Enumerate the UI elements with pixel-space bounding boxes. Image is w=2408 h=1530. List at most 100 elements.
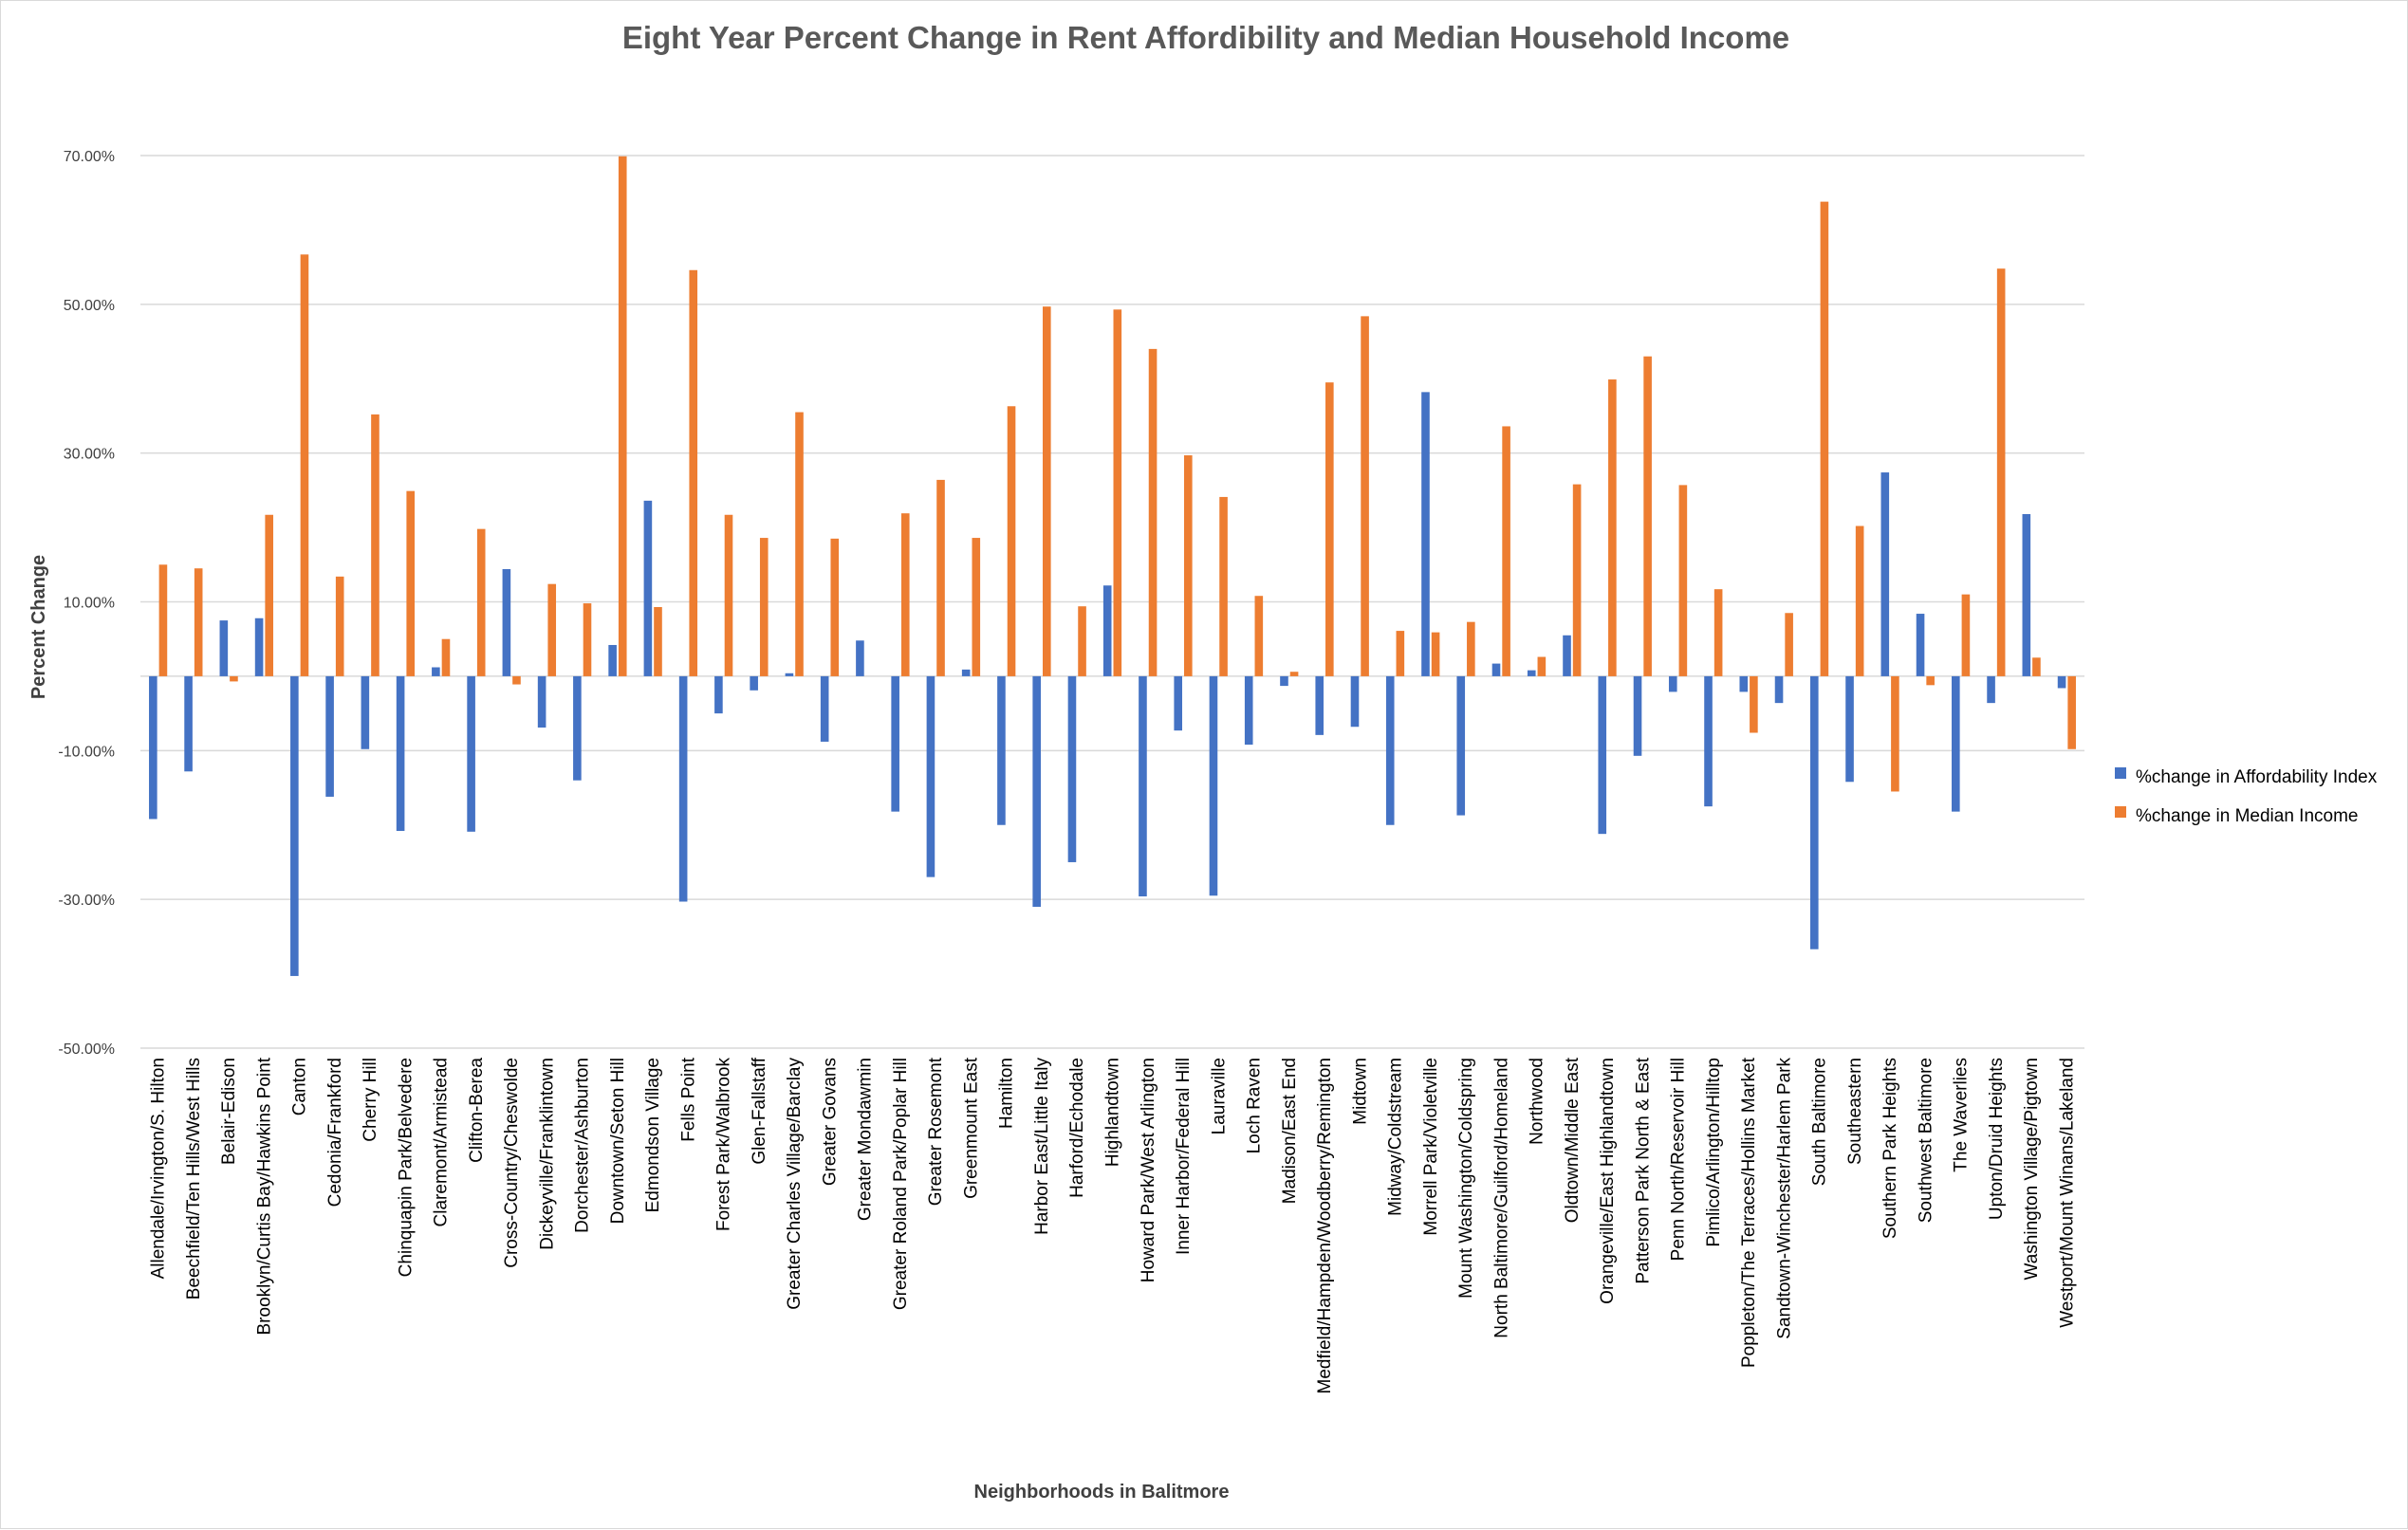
y-tick-label: -30.00% bbox=[58, 893, 115, 909]
x-axis-title: Neighborhoods in Balitmore bbox=[974, 1482, 1230, 1502]
bar-median-income-loch-raven bbox=[1255, 596, 1264, 676]
x-tick-label: Southeastern bbox=[1845, 1058, 1865, 1165]
x-tick-label: Midtown bbox=[1350, 1058, 1370, 1125]
bar-affordability-upton-druid-heights bbox=[1987, 676, 1995, 703]
x-tick-label: Beechfield/Ten Hills/West Hills bbox=[184, 1058, 204, 1300]
bar-affordability-mount-washington-coldspring bbox=[1456, 676, 1465, 816]
bar-median-income-brooklyn-curtis-bay-hawkins-point bbox=[265, 515, 273, 676]
legend-label-affordability: %change in Affordability Index bbox=[2136, 767, 2378, 787]
bar-affordability-patterson-park-north-east bbox=[1634, 676, 1642, 756]
x-tick-label: South Baltimore bbox=[1810, 1058, 1830, 1186]
x-tick-label: Washington Village/Pigtown bbox=[2022, 1058, 2042, 1280]
x-tick-label: Penn North/Reservoir Hill bbox=[1669, 1058, 1689, 1261]
x-tick-label: Sandtown-Winchester/Harlem Park bbox=[1774, 1058, 1794, 1339]
bar-affordability-inner-harbor-federal-hill bbox=[1174, 676, 1182, 730]
bar-affordability-glen-fallstaff bbox=[750, 676, 758, 691]
bar-affordability-highlandtown bbox=[1103, 585, 1112, 676]
bar-median-income-greenmount-east bbox=[972, 538, 980, 676]
x-tick-label: Northwood bbox=[1528, 1058, 1547, 1145]
bar-median-income-harbor-east-little-italy bbox=[1043, 306, 1051, 676]
bar-affordability-midtown bbox=[1351, 676, 1360, 727]
x-tick-label: Brooklyn/Curtis Bay/Hawkins Point bbox=[254, 1057, 274, 1335]
x-tick-label: Oldtown/Middle East bbox=[1563, 1057, 1583, 1223]
bar-median-income-penn-north-reservoir-hill bbox=[1679, 485, 1688, 676]
bar-median-income-cherry-hill bbox=[371, 415, 380, 676]
x-tick-label: Downtown/Seton Hill bbox=[608, 1058, 628, 1224]
bar-median-income-pimlico-arlington-hilltop bbox=[1714, 589, 1723, 676]
x-tick-label: Southwest Baltimore bbox=[1916, 1058, 1936, 1223]
bar-affordability-claremont-armistead bbox=[432, 668, 440, 676]
bar-affordability-westport-mount-winans-lakeland bbox=[2058, 676, 2066, 689]
bar-affordability-edmondson-village bbox=[644, 501, 653, 676]
bar-affordability-forest-park-walbrook bbox=[714, 676, 723, 713]
bar-affordability-dickeyville-franklintown bbox=[538, 676, 546, 728]
bar-median-income-medfield-hampden-woodberry-remington bbox=[1325, 382, 1334, 676]
bar-affordability-dorchester-ashburton bbox=[573, 676, 582, 781]
bar-median-income-howard-park-west-arlington bbox=[1149, 349, 1158, 676]
bar-affordability-allendale-irvington-s-hilton bbox=[149, 676, 157, 820]
bar-median-income-clifton-berea bbox=[477, 529, 486, 676]
x-tick-label: Mount Washington/Coldspring bbox=[1456, 1058, 1476, 1299]
bar-affordability-downtown-seton-hill bbox=[608, 645, 617, 676]
bar-median-income-morrell-park-violetville bbox=[1432, 633, 1440, 676]
x-tick-label: Westport/Mount Winans/Lakeland bbox=[2057, 1058, 2077, 1328]
x-tick-label: Forest Park/Walbrook bbox=[714, 1058, 734, 1232]
bar-median-income-sandtown-winchester-harlem-park bbox=[1785, 613, 1793, 676]
bar-affordability-greater-rosemont bbox=[927, 676, 935, 877]
x-tick-label: Dorchester/Ashburton bbox=[573, 1058, 593, 1233]
bar-affordability-northwood bbox=[1528, 671, 1536, 676]
bar-affordability-greater-mondawmin bbox=[856, 640, 864, 676]
bar-median-income-belair-edison bbox=[230, 676, 238, 681]
bar-median-income-washington-village-pigtown bbox=[2032, 657, 2041, 676]
bar-affordability-harford-echodale bbox=[1068, 676, 1077, 862]
bar-affordability-harbor-east-little-italy bbox=[1032, 676, 1041, 907]
y-tick-label: 30.00% bbox=[64, 447, 115, 463]
y-tick-label: 10.00% bbox=[64, 596, 115, 612]
x-tick-label: Inner Harbor/Federal Hill bbox=[1174, 1058, 1194, 1255]
x-tick-label: Lauraville bbox=[1209, 1058, 1229, 1134]
legend-label-median-income: %change in Median Income bbox=[2136, 806, 2358, 826]
bar-median-income-greater-charles-village-barclay bbox=[795, 413, 804, 676]
bar-median-income-the-waverlies bbox=[1962, 595, 1971, 676]
x-tick-label: Southern Park Heights bbox=[1880, 1058, 1900, 1239]
y-axis-ticks: -50.00%-30.00%-10.00%10.00%30.00%50.00%7… bbox=[58, 149, 115, 1058]
bar-affordability-loch-raven bbox=[1245, 676, 1253, 745]
bar-affordability-beechfield-ten-hills-west-hills bbox=[184, 676, 193, 771]
x-tick-label: North Baltimore/Guilford/Homeland bbox=[1491, 1058, 1511, 1338]
x-tick-label: Glen-Fallstaff bbox=[750, 1057, 769, 1164]
bar-affordability-the-waverlies bbox=[1952, 676, 1960, 812]
x-tick-label: Howard Park/West Arlington bbox=[1139, 1058, 1158, 1282]
bar-affordability-brooklyn-curtis-bay-hawkins-point bbox=[255, 618, 264, 676]
x-tick-label: Belair-Edison bbox=[219, 1058, 239, 1165]
bar-median-income-cross-country-cheswolde bbox=[512, 676, 521, 685]
x-tick-label: Orangeville/East Highlandtown bbox=[1598, 1058, 1618, 1304]
x-tick-label: Greater Rosemont bbox=[926, 1057, 946, 1206]
bar-median-income-southern-park-heights bbox=[1891, 676, 1899, 792]
x-tick-label: Poppleton/The Terraces/Hollins Market bbox=[1739, 1057, 1759, 1368]
x-tick-label: Chinquapin Park/Belvedere bbox=[396, 1058, 416, 1277]
bar-median-income-dorchester-ashburton bbox=[583, 603, 592, 676]
bar-median-income-oldtown-middle-east bbox=[1573, 485, 1582, 676]
bar-median-income-downtown-seton-hill bbox=[619, 157, 627, 676]
bar-affordability-midway-coldstream bbox=[1386, 676, 1395, 825]
bar-affordability-howard-park-west-arlington bbox=[1139, 676, 1147, 896]
y-tick-label: 70.00% bbox=[64, 149, 115, 165]
legend-swatch-affordability bbox=[2115, 767, 2126, 779]
bar-affordability-north-baltimore-guilford-homeland bbox=[1492, 664, 1501, 676]
x-tick-label: Cedonia/Frankford bbox=[325, 1058, 345, 1207]
y-tick-label: 50.00% bbox=[64, 298, 115, 314]
bar-median-income-hamilton bbox=[1008, 406, 1016, 676]
x-tick-label: Pimlico/Arlington/Hilltop bbox=[1704, 1058, 1724, 1247]
bar-affordability-south-baltimore bbox=[1810, 676, 1819, 949]
bar-affordability-cross-country-cheswolde bbox=[503, 569, 511, 676]
bar-median-income-inner-harbor-federal-hill bbox=[1184, 455, 1193, 676]
bar-median-income-northwood bbox=[1538, 657, 1547, 676]
bar-median-income-chinquapin-park-belvedere bbox=[406, 491, 415, 676]
bar-affordability-canton bbox=[290, 676, 299, 976]
y-tick-label: -50.00% bbox=[58, 1042, 115, 1058]
bar-affordability-clifton-berea bbox=[467, 676, 475, 832]
chart-title: Eight Year Percent Change in Rent Afford… bbox=[622, 20, 1789, 55]
x-tick-label: Greater Govans bbox=[820, 1058, 840, 1186]
